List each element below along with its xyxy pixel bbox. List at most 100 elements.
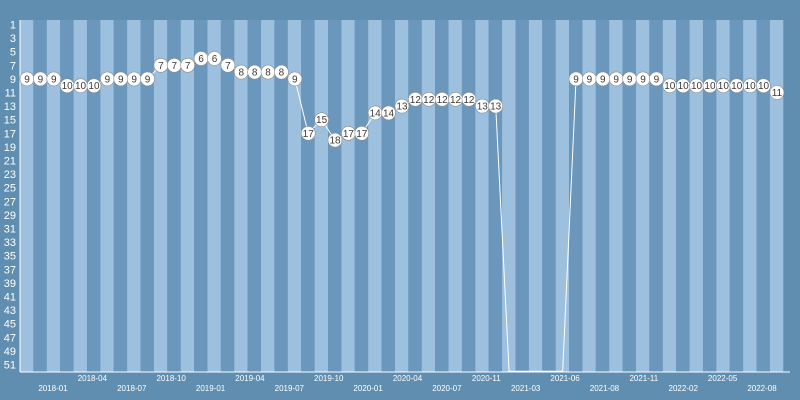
grid-band: [247, 20, 262, 372]
y-tick-label: 41: [4, 292, 16, 304]
grid-band: [662, 20, 677, 372]
data-point: 10: [729, 78, 745, 93]
data-label: 15: [316, 115, 328, 126]
data-point: 17: [341, 126, 356, 141]
grid-band: [756, 20, 770, 372]
grid-band: [207, 20, 221, 372]
data-label: 17: [303, 129, 315, 140]
grid-band: [60, 20, 74, 372]
data-point: 10: [756, 78, 771, 93]
grid-band: [421, 20, 436, 372]
grid-band: [167, 20, 181, 372]
data-point: 6: [193, 51, 209, 66]
data-label: 9: [627, 74, 633, 85]
grid-band: [301, 20, 315, 372]
data-point-marker: [461, 92, 477, 107]
grid-band: [274, 20, 288, 372]
data-label: 7: [185, 61, 191, 72]
data-point: 7: [167, 58, 182, 73]
y-tick-label: 37: [4, 264, 16, 276]
data-point-marker: [46, 71, 62, 87]
data-point: 12: [461, 92, 477, 107]
grid-band: [555, 20, 570, 372]
grid-band: [100, 20, 114, 372]
grid-band: [127, 20, 141, 372]
x-tick-label: 2019-10: [314, 374, 344, 383]
grid-band: [702, 20, 717, 372]
x-tick-label: 2018-04: [78, 374, 108, 383]
data-label: 18: [329, 136, 341, 147]
y-tick-label: 35: [4, 251, 16, 263]
data-label: 9: [38, 74, 44, 85]
data-label: 9: [118, 74, 124, 85]
grid-band: [528, 20, 543, 372]
y-tick-label: 13: [4, 101, 16, 113]
data-label: 9: [613, 74, 619, 85]
data-point: 9: [33, 71, 48, 87]
data-point: 10: [675, 78, 691, 93]
data-label: 10: [731, 81, 743, 92]
grid-band: [33, 20, 47, 372]
grid-band: [394, 20, 409, 372]
data-point: 10: [59, 78, 75, 93]
x-tick-label: 2020-01: [353, 384, 383, 393]
data-point: 9: [568, 71, 584, 87]
data-point: 9: [100, 71, 115, 87]
data-label: 8: [279, 68, 285, 79]
grid-band: [595, 20, 610, 372]
data-point: 9: [19, 71, 35, 87]
y-tick-label: 29: [4, 210, 16, 222]
data-label: 12: [437, 95, 449, 106]
data-label: 9: [292, 74, 298, 85]
data-point: 12: [434, 92, 450, 107]
data-label: 7: [225, 61, 231, 72]
y-tick-label: 17: [4, 128, 16, 140]
data-label: 17: [343, 129, 355, 140]
grid-band: [716, 20, 730, 372]
y-tick-label: 33: [4, 237, 16, 249]
data-point: 9: [622, 71, 637, 87]
data-point-marker: [207, 51, 222, 66]
grid-band: [46, 20, 61, 372]
x-tick-label: 2022-02: [669, 384, 699, 393]
y-tick-label: 23: [4, 169, 16, 181]
data-point-marker: [394, 98, 410, 114]
data-label: 12: [410, 95, 422, 106]
grid-band: [86, 20, 101, 372]
x-tick-label: 2021-06: [550, 374, 580, 383]
data-point-marker: [354, 126, 370, 141]
grid-band: [314, 20, 328, 372]
y-tick-label: 3: [10, 33, 16, 45]
y-tick-label: 15: [4, 115, 16, 127]
data-point-marker: [756, 78, 771, 93]
data-point: 10: [86, 78, 102, 93]
data-label: 8: [252, 68, 258, 79]
data-label: 10: [758, 81, 770, 92]
data-label: 10: [88, 81, 100, 92]
data-label: 17: [356, 129, 368, 140]
data-label: 9: [640, 74, 646, 85]
grid-band: [341, 20, 355, 372]
data-label: 10: [678, 81, 690, 92]
data-point: 10: [702, 78, 718, 93]
grid-band: [73, 20, 87, 372]
y-tick-label: 21: [4, 156, 16, 168]
x-tick-label: 2022-08: [747, 384, 777, 393]
grid-band: [636, 20, 650, 372]
data-point-marker: [274, 64, 289, 80]
data-point: 9: [140, 71, 155, 87]
data-point-marker: [314, 112, 329, 127]
data-point: 9: [649, 71, 664, 87]
data-label: 9: [24, 74, 30, 85]
x-tick-label: 2021-08: [590, 384, 620, 393]
data-point: 15: [314, 112, 329, 127]
data-label: 13: [396, 102, 408, 113]
data-point-marker: [649, 71, 664, 87]
x-tick-label: 2021-11: [629, 374, 658, 383]
data-point: 8: [247, 64, 262, 80]
data-label: 11: [772, 88, 783, 99]
data-label: 9: [51, 74, 57, 85]
grid-band: [113, 20, 128, 372]
data-label: 12: [463, 95, 475, 106]
y-axis: 1357911131517192123252729313335373941434…: [4, 20, 16, 372]
